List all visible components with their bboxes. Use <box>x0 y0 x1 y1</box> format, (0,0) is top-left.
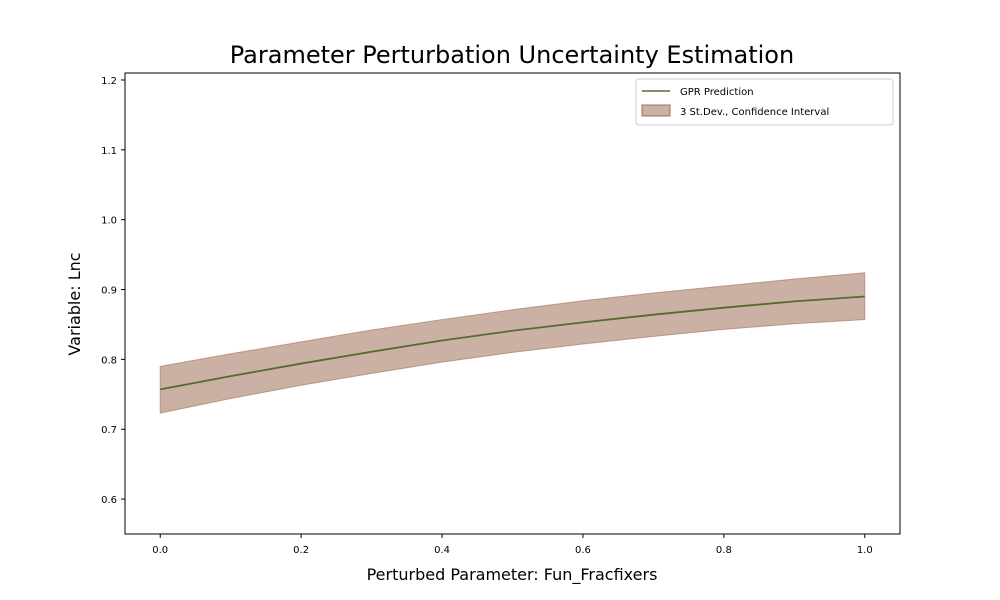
y-tick-label: 0.9 <box>101 286 117 297</box>
y-axis-label: Variable: Lnc <box>65 252 84 355</box>
y-tick-label: 1.1 <box>101 146 117 157</box>
y-tick-label: 0.7 <box>101 425 117 436</box>
gpr-prediction-line <box>160 295 865 391</box>
x-tick-label: 0.0 <box>152 545 168 556</box>
plot-frame <box>124 72 901 535</box>
x-axis-label: Perturbed Parameter: Fun_Fracfixers <box>367 565 658 585</box>
legend-band-swatch <box>641 104 671 117</box>
x-axis: 0.0 0.2 0.4 0.6 0.8 1.0 <box>152 534 873 556</box>
y-tick-label: 0.8 <box>101 355 117 366</box>
plot-area <box>159 272 866 414</box>
chart-title: Parameter Perturbation Uncertainty Estim… <box>230 41 794 69</box>
y-tick-label: 1.0 <box>101 216 117 227</box>
legend-box <box>635 78 894 126</box>
legend: GPR Prediction 3 St.Dev., Confidence Int… <box>635 78 894 126</box>
x-tick-label: 0.2 <box>293 545 309 556</box>
confidence-band <box>159 272 866 414</box>
x-tick-label: 0.4 <box>434 545 450 556</box>
legend-label-prediction: GPR Prediction <box>680 87 754 98</box>
x-tick-label: 1.0 <box>857 545 873 556</box>
x-tick-label: 0.6 <box>575 545 591 556</box>
legend-label-interval: 3 St.Dev., Confidence Interval <box>680 107 829 118</box>
y-axis: 0.6 0.7 0.8 0.9 1.0 1.1 1.2 <box>101 76 125 506</box>
y-tick-label: 1.2 <box>101 76 117 87</box>
y-tick-label: 0.6 <box>101 495 117 506</box>
x-tick-label: 0.8 <box>716 545 732 556</box>
